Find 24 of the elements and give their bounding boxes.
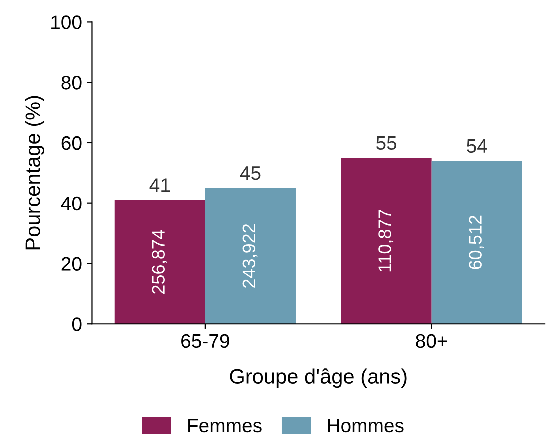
bar: [114, 200, 206, 324]
annotation: 110,877: [378, 210, 394, 272]
annotation: 256,874: [152, 230, 168, 294]
x-tick-label: 65-79: [182, 334, 230, 348]
legend-label: Hommes: [328, 419, 404, 433]
y-tick-label: 20: [62, 257, 82, 271]
annotation: 60,512: [469, 216, 484, 270]
bar: [432, 161, 522, 324]
y-tick-label: 80: [62, 76, 82, 90]
data-label: 55: [376, 136, 397, 150]
data-label: 54: [467, 140, 488, 154]
data-label: 41: [150, 178, 170, 192]
bar: [205, 188, 296, 324]
y-tick-label: 0: [72, 318, 82, 332]
x-tick-label: 80+: [416, 334, 448, 348]
data-label: 45: [240, 166, 261, 180]
x-axis-title: Groupe d'âge (ans): [230, 368, 407, 388]
y-tick-label: 100: [52, 16, 82, 30]
y-axis-title: Pourcentage (%): [25, 96, 45, 250]
annotation: 243,922: [242, 224, 258, 288]
y-tick-label: 60: [62, 136, 82, 150]
bar: [341, 158, 432, 324]
y-tick-label: 40: [61, 196, 82, 211]
legend-label: Femmes: [188, 419, 262, 433]
